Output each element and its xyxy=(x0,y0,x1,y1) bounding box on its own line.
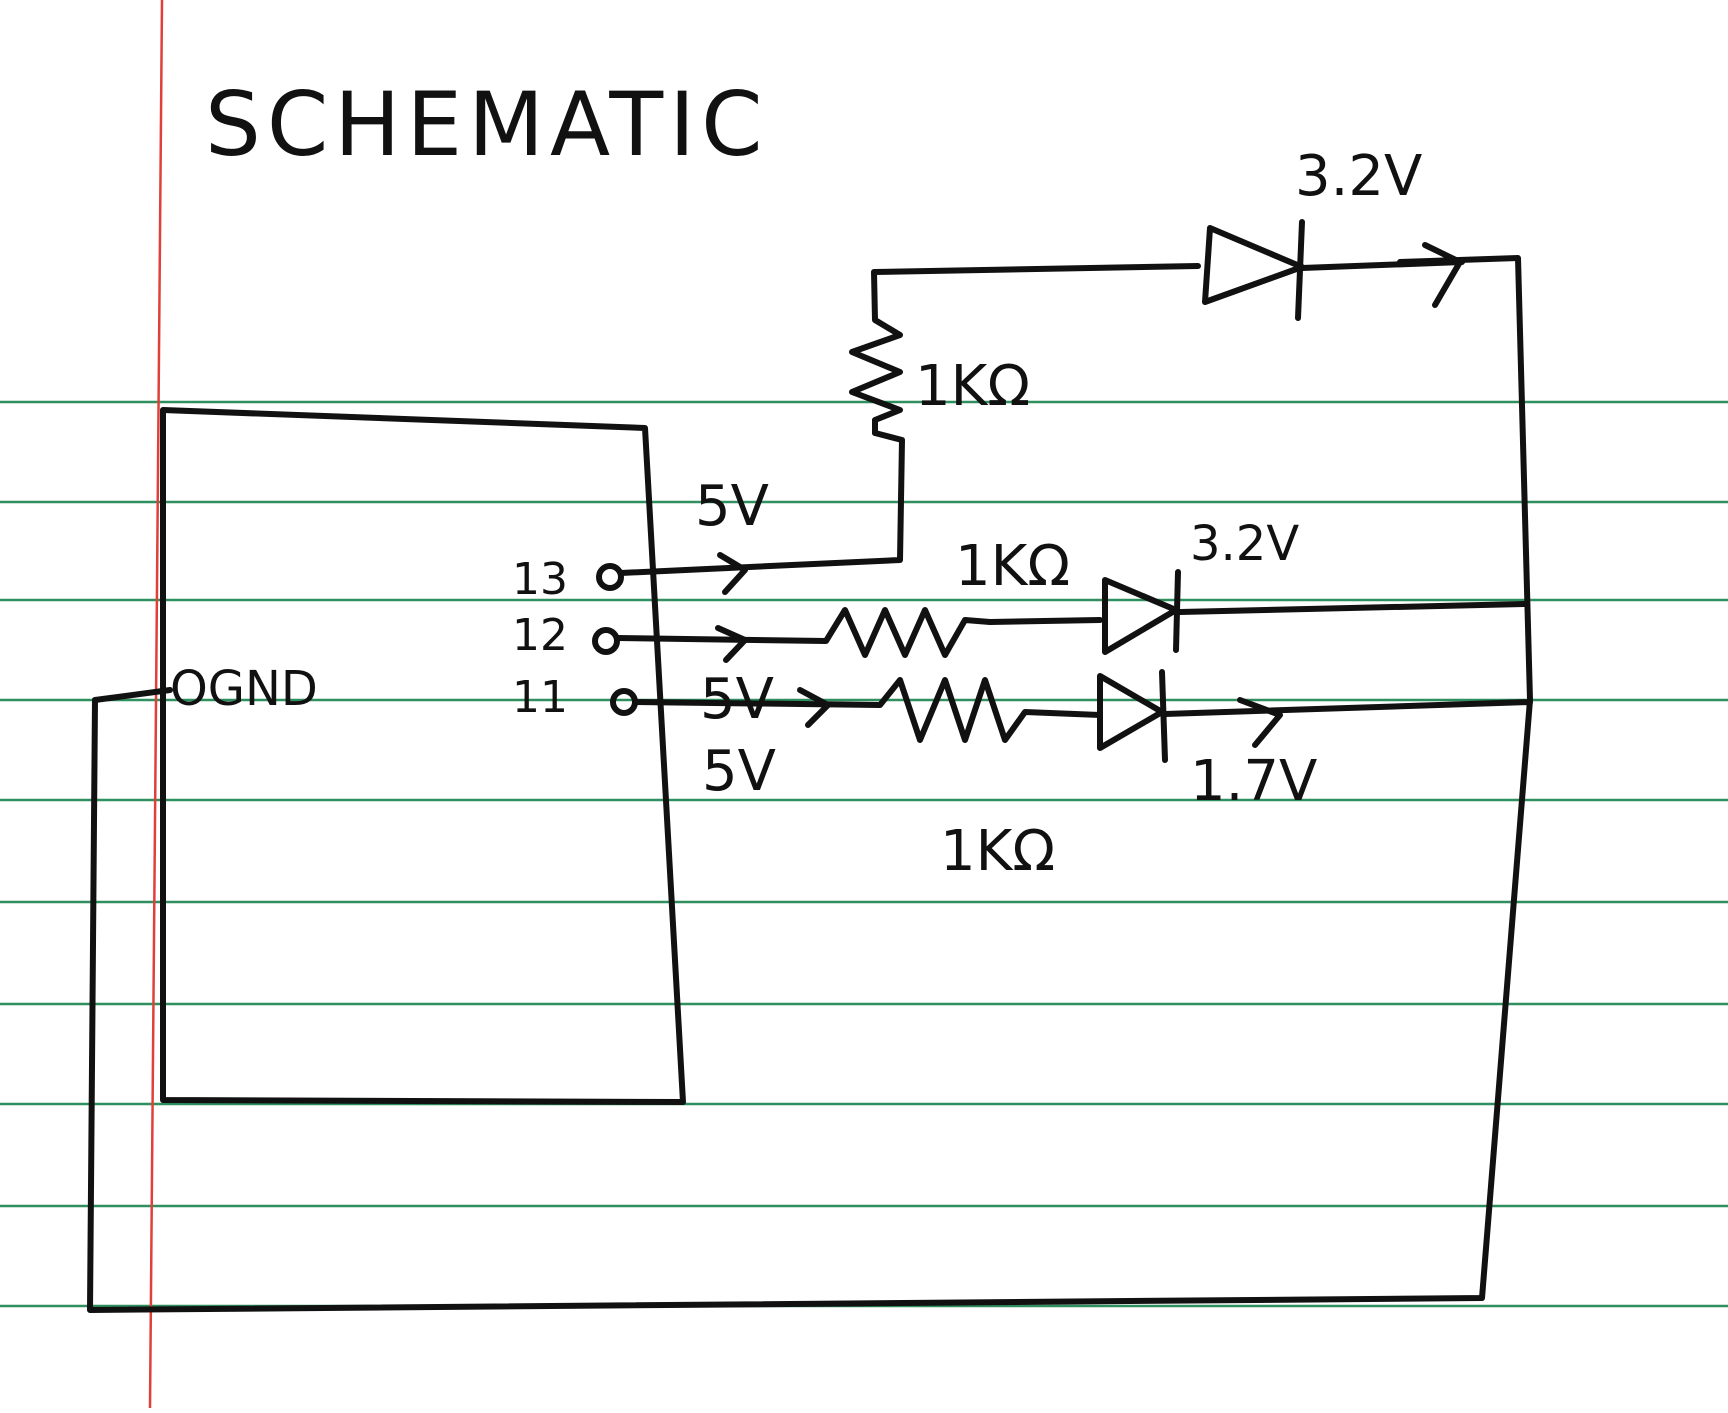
board-outline xyxy=(160,407,686,1105)
middle-led-triangle xyxy=(1102,577,1179,655)
bottom-resistor xyxy=(632,677,1103,743)
middle-led-voltage: 3.2V xyxy=(1190,516,1299,572)
pin-13-terminal xyxy=(596,563,624,591)
top-source-voltage: 5V xyxy=(695,474,769,539)
pin-label-11: 11 xyxy=(512,672,568,723)
top-led-triangle xyxy=(1202,225,1305,305)
middle-resistor-label: 1KΩ xyxy=(955,534,1070,599)
bottom-source-voltage-a: 5V xyxy=(700,667,774,732)
bottom-led-output-wire xyxy=(1162,699,1533,717)
top-output-arrow xyxy=(1422,242,1463,308)
pin-11-terminal xyxy=(610,688,638,716)
ground-return-wire xyxy=(87,255,1533,1313)
middle-led-output-wire xyxy=(1177,601,1527,615)
top-branch-wire xyxy=(618,430,905,576)
gnd-label: OGND xyxy=(170,661,318,717)
bottom-led-triangle xyxy=(1097,673,1165,751)
top-resistor xyxy=(849,263,1201,436)
middle-led-bar xyxy=(1173,569,1181,653)
bottom-current-arrow xyxy=(797,687,831,728)
pin-label-12: 12 xyxy=(512,610,568,661)
ruled-lines xyxy=(0,400,1728,1308)
top-current-arrow xyxy=(717,552,748,595)
margin-line xyxy=(148,0,164,1409)
top-resistor-label: 1KΩ xyxy=(915,354,1030,419)
top-led-output-wire xyxy=(1299,259,1465,271)
middle-current-arrow xyxy=(715,625,748,663)
page-title: SCHEMATIC xyxy=(205,73,769,176)
bottom-resistor-label: 1KΩ xyxy=(940,819,1055,884)
bottom-led-voltage: 1.7V xyxy=(1190,749,1317,814)
pin-label-13: 13 xyxy=(512,554,568,605)
bottom-source-voltage-b: 5V xyxy=(702,739,776,804)
top-led-voltage: 3.2V xyxy=(1295,144,1422,209)
bottom-output-arrow xyxy=(1237,697,1283,748)
pin-12-terminal xyxy=(592,627,620,655)
middle-resistor xyxy=(614,607,1103,658)
